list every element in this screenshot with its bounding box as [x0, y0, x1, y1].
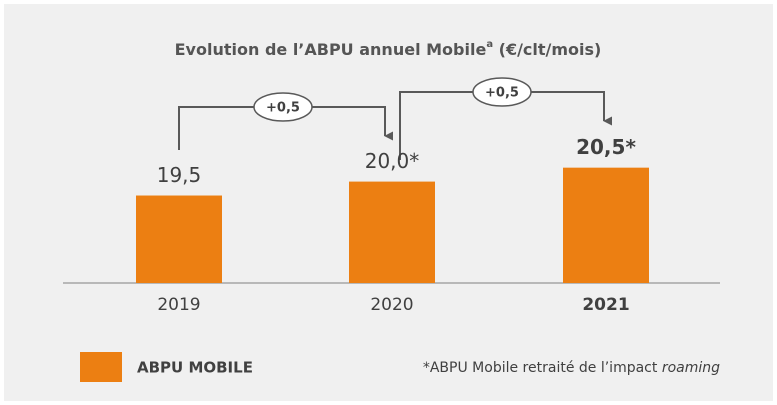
legend-swatch — [80, 352, 122, 382]
value-label: 20,0* — [365, 149, 420, 173]
legend: ABPU MOBILE — [80, 352, 253, 382]
legend-label: ABPU MOBILE — [137, 359, 253, 377]
chart-title: Evolution de l’ABPU annuel Mobilea (€/cl… — [175, 39, 602, 59]
bar — [563, 167, 649, 283]
x-tick-label: 2019 — [157, 295, 200, 315]
value-label: 19,5 — [157, 163, 202, 187]
value-label: 20,5* — [576, 135, 636, 159]
bar — [136, 195, 222, 283]
annotation: +0,5 — [266, 101, 300, 116]
annotation-oval — [472, 77, 532, 107]
x-tick-label: 2020 — [370, 295, 413, 315]
footnote: *ABPU Mobile retraité de l’impact roamin… — [423, 360, 720, 376]
annotation: +0,5 — [485, 86, 519, 101]
bar — [349, 181, 435, 283]
annotation-oval — [253, 92, 313, 122]
x-tick-label: 2021 — [582, 295, 629, 315]
